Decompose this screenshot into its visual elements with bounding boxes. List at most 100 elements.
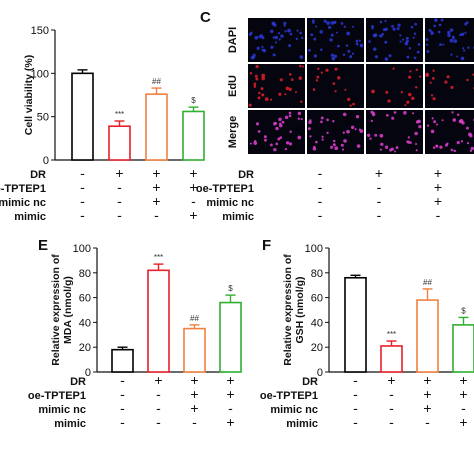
cell-nucleus-dot — [437, 30, 441, 34]
cell-nucleus-dot — [278, 92, 282, 96]
bar-cell-viability-2 — [108, 125, 131, 161]
micrograph-merge-3 — [366, 110, 423, 154]
micrograph-dapi-3 — [366, 18, 423, 62]
cell-nucleus-dot — [262, 48, 267, 53]
cell-nucleus-dot — [368, 40, 371, 43]
treatment-table-mda: DR - + + +oe-TPTEP1- - + +mimic nc - - + -mimic - - - + — [28, 372, 235, 430]
cell-nucleus-dot — [417, 43, 421, 46]
cell-nucleus-dot — [299, 64, 302, 68]
cell-nucleus-dot — [366, 133, 371, 138]
cell-nucleus-dot — [330, 21, 335, 25]
cell-nucleus-dot — [414, 22, 418, 26]
cell-nucleus-dot — [431, 32, 435, 35]
treatment-mark: - — [80, 193, 85, 209]
cell-nucleus-dot — [259, 34, 264, 38]
cell-nucleus-dot — [425, 73, 430, 77]
cell-nucleus-dot — [355, 42, 359, 46]
cell-nucleus-dot — [432, 97, 436, 101]
cell-nucleus-dot — [335, 31, 338, 34]
cell-nucleus-dot — [379, 148, 383, 151]
treatment-mark: + — [434, 165, 442, 181]
cell-nucleus-dot — [466, 78, 469, 82]
treatment-mark: + — [434, 193, 442, 209]
cell-nucleus-dot — [264, 138, 267, 142]
cell-nucleus-dot — [381, 32, 384, 36]
cell-nucleus-dot — [451, 36, 455, 40]
row-label-mimic-nc: mimic nc — [270, 404, 318, 416]
cell-nucleus-dot — [288, 73, 292, 76]
cell-nucleus-dot — [269, 98, 273, 101]
cell-nucleus-dot — [415, 68, 418, 72]
cell-nucleus-dot — [392, 27, 396, 31]
cell-nucleus-dot — [465, 126, 469, 130]
cell-nucleus-dot — [274, 35, 279, 40]
y-axis-label: Cell viability (%) — [23, 55, 35, 136]
cell-nucleus-dot — [408, 75, 412, 79]
treatment-table-micrographs: DR-+++oe-TPTEP1--++mimic nc--+-mimic---+ — [196, 165, 442, 223]
treatment-mark: + — [152, 165, 160, 181]
cell-nucleus-dot — [432, 146, 436, 149]
cell-nucleus-dot — [333, 54, 338, 58]
micrograph-edu-4 — [425, 64, 474, 108]
treatment-mark: + — [152, 179, 160, 195]
treatment-mark: + — [226, 386, 234, 402]
cell-nucleus-dot — [264, 97, 269, 102]
cell-nucleus-dot — [285, 86, 290, 91]
cell-nucleus-dot — [331, 56, 336, 61]
treatment-mark: - — [377, 179, 382, 195]
cell-nucleus-dot — [277, 137, 281, 141]
treatment-mark: - — [353, 414, 358, 430]
cell-nucleus-dot — [300, 100, 303, 103]
cell-nucleus-dot — [430, 94, 434, 97]
cell-nucleus-dot — [312, 147, 317, 151]
cell-nucleus-dot — [415, 86, 418, 89]
cell-nucleus-dot — [307, 127, 311, 131]
row-label-dr: DR — [70, 376, 86, 388]
cell-nucleus-dot — [308, 120, 312, 125]
cell-nucleus-dot — [249, 142, 252, 145]
cell-nucleus-dot — [384, 40, 388, 44]
treatment-mark: + — [459, 386, 467, 402]
treatment-mark: + — [154, 372, 162, 388]
cell-nucleus-dot — [299, 31, 303, 35]
cell-nucleus-dot — [467, 46, 470, 49]
cell-nucleus-dot — [343, 25, 347, 28]
micrograph-edu-2 — [307, 64, 364, 108]
treatment-mark: - — [80, 179, 85, 195]
cell-nucleus-dot — [346, 31, 350, 36]
treatment-mark: - — [377, 207, 382, 223]
cell-nucleus-dot — [340, 143, 344, 147]
treatment-mark: + — [190, 400, 198, 416]
row-label-oe-tptep1: oe-TPTEP1 — [28, 390, 86, 402]
cell-nucleus-dot — [257, 96, 261, 100]
cell-nucleus-dot — [312, 21, 315, 24]
cell-nucleus-dot — [465, 21, 469, 25]
y-tick-label: 0 — [43, 155, 49, 167]
treatment-mark: - — [436, 207, 441, 223]
cell-nucleus-dot — [315, 140, 318, 144]
cell-nucleus-dot — [295, 91, 298, 94]
cell-nucleus-dot — [332, 119, 335, 123]
cell-nucleus-dot — [248, 103, 252, 107]
cell-nucleus-dot — [469, 149, 473, 152]
cell-nucleus-dot — [442, 43, 445, 46]
cell-nucleus-dot — [295, 37, 299, 41]
cell-nucleus-dot — [460, 56, 465, 61]
row-label-mimic-nc: mimic nc — [38, 404, 86, 416]
cell-nucleus-dot — [371, 27, 374, 30]
cell-nucleus-dot — [425, 38, 429, 41]
treatment-mark: + — [115, 165, 123, 181]
cell-nucleus-dot — [346, 129, 350, 134]
significance-label: $ — [461, 306, 466, 315]
cell-nucleus-dot — [351, 25, 355, 28]
treatment-mark: + — [459, 414, 467, 430]
cell-nucleus-dot — [456, 141, 460, 145]
cell-nucleus-dot — [401, 38, 405, 41]
cell-nucleus-dot — [396, 27, 400, 31]
cell-nucleus-dot — [392, 67, 395, 70]
treatment-mark: - — [156, 400, 161, 416]
panel-label-c: C — [200, 9, 211, 26]
cell-nucleus-dot — [441, 119, 444, 122]
cell-nucleus-dot — [347, 97, 351, 102]
cell-nucleus-dot — [399, 34, 402, 37]
